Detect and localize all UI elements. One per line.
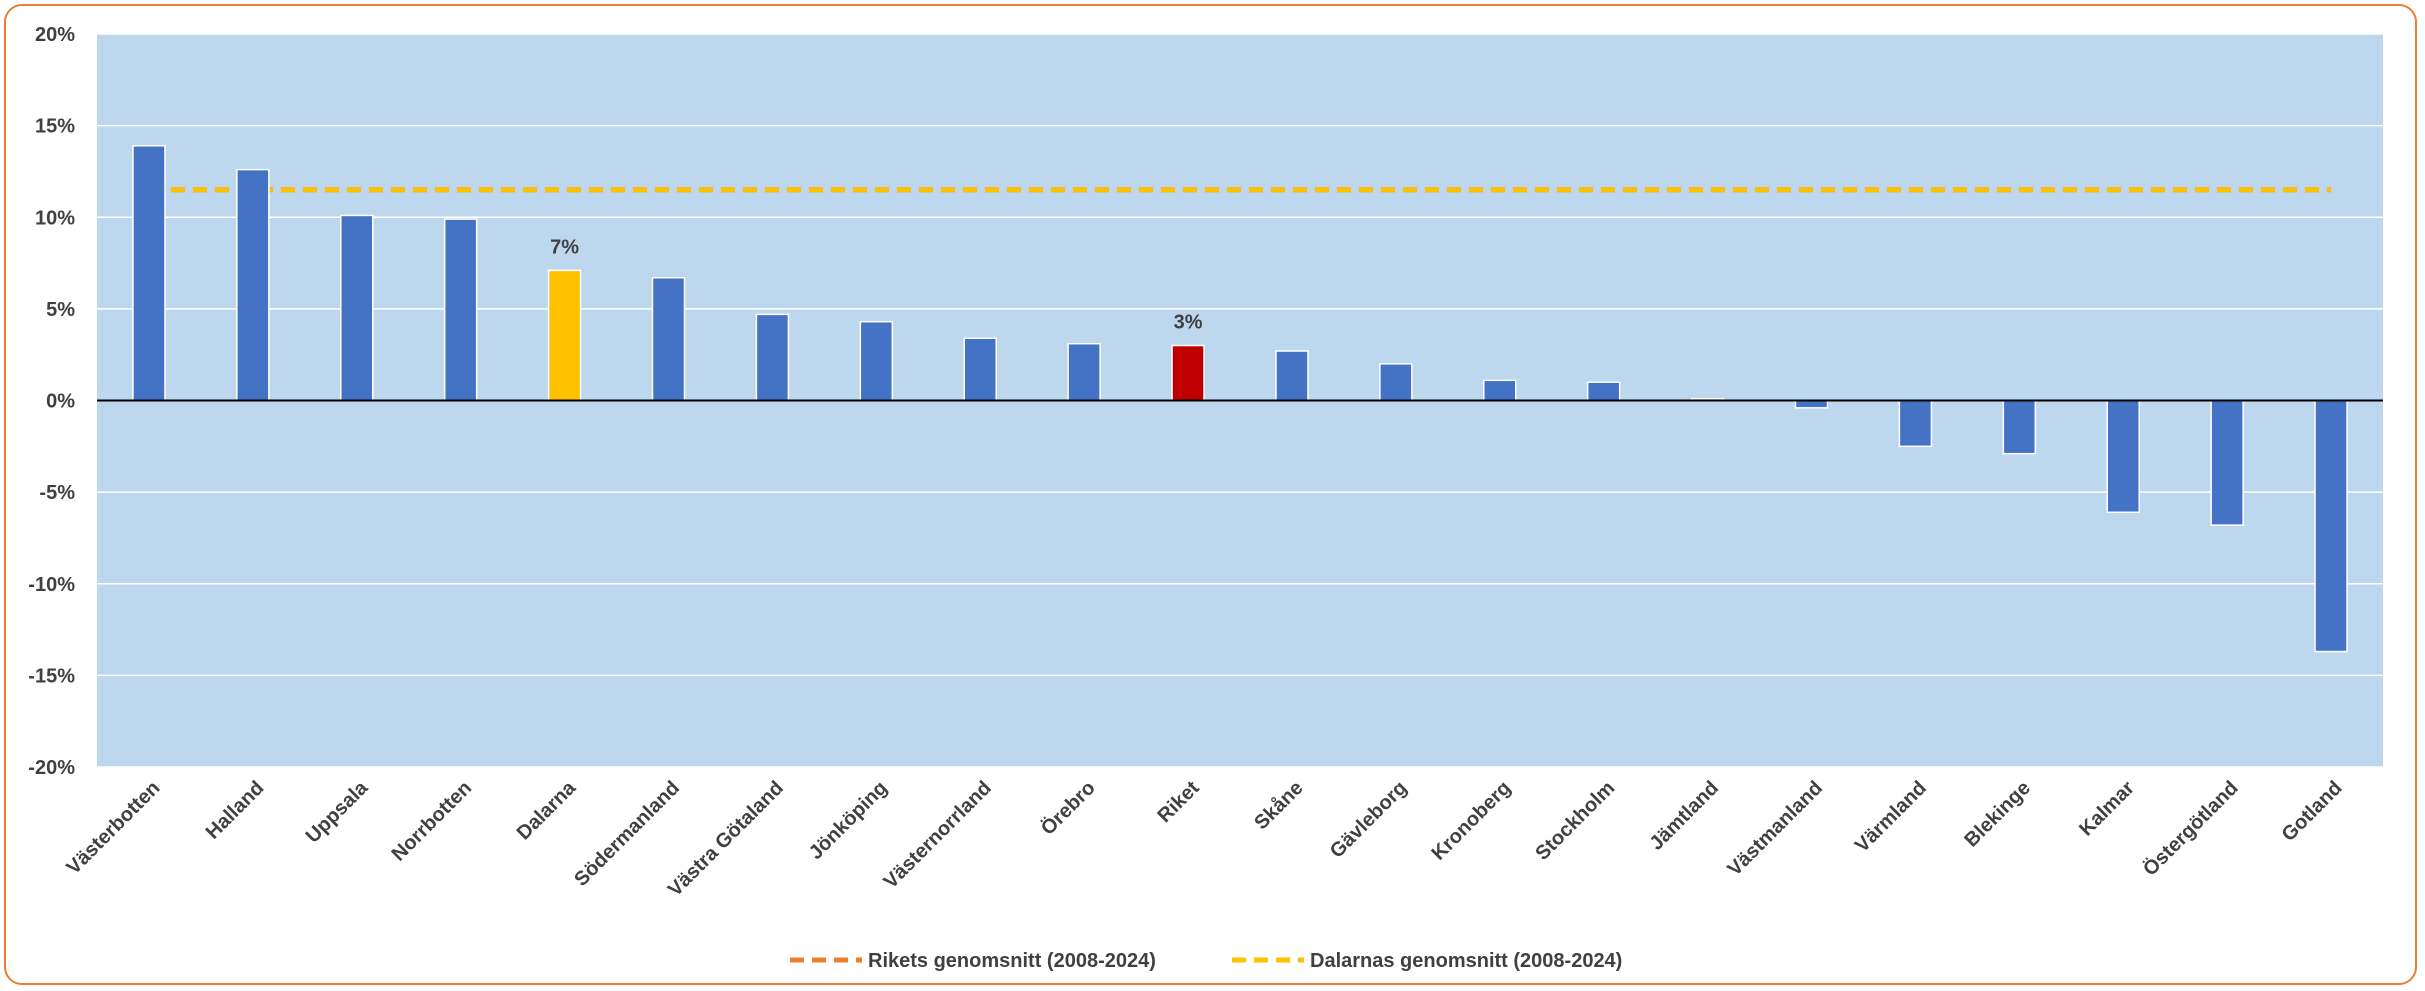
x-tick-label: Blekinge (1960, 777, 2035, 852)
x-tick-label: Stockholm (1531, 777, 1619, 865)
x-tick-label: Kalmar (2075, 777, 2139, 841)
bar-kronoberg (1483, 379, 1517, 402)
x-tick-label: Gotland (2278, 777, 2347, 846)
gridlines (97, 33, 2383, 768)
x-tick-label: Västerbotten (62, 777, 164, 879)
x-tick-label: Jönköping (805, 777, 892, 864)
y-tick-label: -15% (28, 665, 75, 687)
legend: Rikets genomsnitt (2008-2024) Dalarnas ge… (790, 950, 1622, 972)
bar-halland (236, 168, 270, 402)
x-tick-label: Gävleborg (1326, 777, 1412, 863)
bar-värmland (1898, 399, 1933, 448)
x-tick-label: Örebro (1036, 776, 1099, 839)
bar-riket (1171, 344, 1205, 402)
y-tick-label: 15% (35, 116, 75, 138)
bar-skåne (1275, 350, 1309, 402)
x-tick-label: Uppsala (302, 776, 373, 847)
x-tick-label: Värmland (1851, 777, 1931, 857)
bar-kalmar (2106, 399, 2140, 514)
y-tick-label: -5% (39, 482, 75, 504)
x-tick-label: Skåne (1250, 776, 1308, 834)
y-tick-label: -10% (28, 574, 75, 596)
x-tick-label: Norrbotten (388, 777, 477, 866)
y-tick-label: 0% (46, 391, 75, 413)
bar-västmanland (1794, 399, 1829, 409)
x-axis-tick-labels: Västerbotten Halland Uppsala Norrbotten Dala… (62, 776, 2346, 901)
bars (132, 145, 2348, 653)
x-tick-label: Kronoberg (1427, 777, 1515, 865)
bar-västernorrland (963, 337, 997, 402)
y-tick-label: 5% (46, 299, 75, 321)
x-tick-label: Västernorrland (880, 777, 996, 893)
x-tick-label: Västmanland (1723, 777, 1827, 881)
bar-västerbotten (132, 145, 166, 402)
x-tick-label: Jämtland (1645, 777, 1723, 855)
bar-örebro (1067, 342, 1101, 402)
bar-östergötland (2210, 399, 2244, 526)
y-tick-label: 10% (35, 207, 75, 229)
bar-gotland (2314, 399, 2348, 653)
x-tick-label: Halland (202, 777, 269, 844)
bar-gävleborg (1379, 363, 1413, 402)
bar-stockholm (1586, 381, 1621, 402)
x-tick-label: Östergötland (2138, 776, 2242, 880)
bar-blekinge (2002, 399, 2037, 455)
legend-label: Rikets genomsnitt (2008-2024) (868, 950, 1156, 972)
y-axis-tick-labels: 20% 15% 10% 5% 0% -5% -10% -15% -20% (28, 24, 75, 779)
bar-jönköping (859, 320, 894, 402)
data-label: 7% (550, 236, 579, 258)
y-tick-label: 20% (35, 24, 75, 46)
bar-södermanland (651, 276, 686, 402)
x-tick-label: Södermanland (570, 777, 684, 891)
bar-norrbotten (443, 218, 478, 402)
x-tick-label: Västra Götaland (664, 777, 788, 901)
data-label: 3% (1174, 312, 1203, 334)
y-tick-label: -20% (28, 757, 75, 779)
x-tick-label: Riket (1153, 777, 1203, 827)
bar-västra-götaland (755, 313, 790, 402)
data-labels: 7% 3% (550, 236, 1203, 333)
bar-uppsala (340, 214, 374, 402)
x-tick-label: Dalarna (513, 776, 581, 844)
bar-dalarna (547, 269, 582, 402)
legend-label: Dalarnas genomsnitt (2008-2024) (1310, 950, 1622, 972)
